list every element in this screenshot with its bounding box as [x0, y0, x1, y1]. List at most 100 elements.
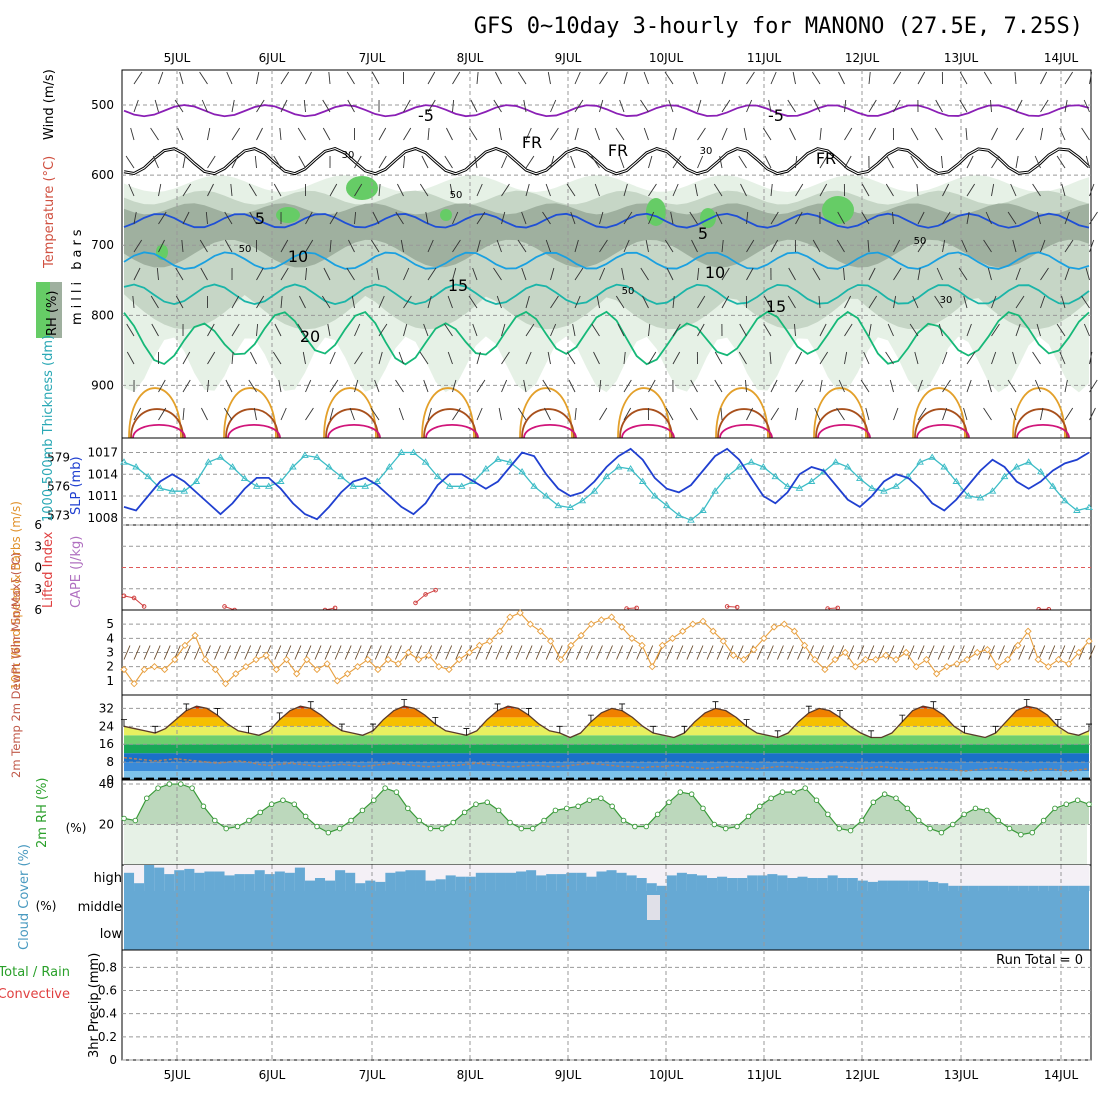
rh2m-point-25	[405, 805, 411, 812]
barb-2-17	[550, 127, 559, 141]
barb-8-12	[427, 295, 432, 309]
rh2m-point-78	[1006, 825, 1013, 832]
barb-1-11	[403, 99, 411, 113]
barb-2-7	[297, 127, 306, 141]
contour-label-6: 5	[698, 224, 708, 243]
wind10m-barb-31	[435, 645, 443, 660]
cloud-high-bar-24	[365, 880, 376, 891]
thickness-point-79	[1073, 506, 1081, 513]
cloud-high-bar-73	[857, 880, 869, 891]
barb-5-4	[224, 211, 233, 225]
upper-air-panel: -5 -5 FR FR FR 5 5 10 10 15 15 20 30 30 30 50 50 50 50 500…	[36, 69, 1098, 439]
li-point-3-0	[413, 600, 418, 606]
wind10m-barb-60	[726, 645, 734, 660]
barb-7-39	[1085, 267, 1090, 281]
li-tick-2: 0	[34, 561, 42, 575]
barb-7-2	[175, 267, 184, 281]
wind10m-barb-80	[927, 645, 935, 660]
li-tick-4: 6	[34, 603, 42, 617]
barb-9-19	[591, 323, 600, 337]
thickness-point-76	[1036, 467, 1045, 475]
barb-0-34	[959, 71, 968, 85]
barb-3-24	[719, 155, 723, 169]
cloud-panel: high middle low (%) Cloud Cover (%)	[17, 844, 1092, 951]
barb-5-34	[966, 211, 970, 225]
wind10m-point-45	[577, 631, 585, 640]
cloud-high-bar-82	[948, 885, 959, 891]
wind10m-point-21	[333, 677, 341, 685]
barb-12-29	[836, 407, 845, 421]
barb-7-29	[843, 267, 845, 281]
rh-blob-0	[346, 176, 378, 200]
barb-4-18	[566, 183, 576, 197]
wind10m-barb-58	[706, 645, 714, 660]
thickness-point-18	[337, 472, 345, 480]
barb-2-10	[378, 127, 387, 141]
temp-band-5	[124, 726, 1089, 736]
thickness-point-71	[976, 494, 985, 501]
wind10m-point-83	[963, 655, 971, 664]
rh2m-point-28	[439, 825, 445, 832]
cloud-high-bar-2	[144, 865, 155, 891]
cloud-high-bg-18	[304, 865, 316, 891]
warm-contour-1-1	[225, 408, 279, 439]
barb-0-27	[792, 71, 796, 85]
barb-1-18	[574, 99, 584, 113]
barb-3-21	[648, 155, 653, 169]
wind10m-barb-46	[585, 645, 593, 660]
barb-12-7	[305, 407, 314, 421]
thickness-point-57	[807, 477, 816, 484]
barb-11-4	[225, 379, 233, 393]
barb-8-21	[642, 295, 649, 309]
cloud-high-bar-95	[1078, 885, 1090, 891]
thickness-point-4	[168, 487, 177, 494]
rh2m-point-9	[223, 825, 229, 832]
barb-6-39	[1089, 239, 1095, 253]
wind10m-barb-33	[455, 645, 463, 660]
wind10m-point-64	[770, 623, 778, 631]
temp-band-4	[124, 735, 1089, 745]
barb-4-35	[991, 183, 995, 197]
wind10m-barb-12	[244, 645, 252, 660]
cape-li-panel: 6 3 0 3 6 Lifted Index CAPE (J/kg)	[34, 518, 1092, 617]
contour-label-1: -5	[768, 106, 784, 125]
li-point-0-2	[141, 604, 147, 609]
barb-11-2	[182, 379, 191, 393]
barb-2-22	[672, 127, 677, 141]
barb-4-22	[672, 183, 679, 197]
barb-5-18	[570, 211, 576, 225]
barb-2-28	[819, 127, 822, 141]
barb-12-30	[865, 407, 870, 421]
barb-9-25	[739, 323, 747, 337]
barb-4-37	[1032, 183, 1041, 197]
wind10m-barb-41	[535, 645, 543, 660]
barb-7-30	[868, 267, 876, 281]
thickness-point-42	[626, 465, 635, 472]
warm-contour-1-7	[815, 408, 869, 439]
li-ylabel: Lifted Index	[41, 531, 56, 608]
barb-5-0	[133, 211, 137, 225]
barb-1-1	[154, 99, 159, 113]
li-point-0-0	[121, 593, 127, 599]
barb-12-6	[280, 407, 287, 421]
barb-9-35	[991, 323, 1000, 337]
barb-5-10	[372, 211, 380, 225]
barb-3-29	[844, 155, 852, 169]
barb-10-30	[863, 351, 870, 365]
warm-contour-2-4	[523, 423, 577, 439]
barb-1-2	[174, 99, 184, 113]
wind10m-barb-68	[807, 645, 814, 660]
barb-5-23	[689, 211, 698, 225]
warm-contour-1-9	[1014, 408, 1068, 439]
wind10m-point-6	[181, 641, 189, 650]
wind10m-barb-63	[756, 645, 764, 660]
barb-0-1	[158, 71, 164, 85]
rh2m-point-36	[529, 825, 536, 832]
rh2m-point-48	[666, 799, 672, 806]
wind10m-point-9	[211, 665, 220, 674]
rh2m-point-39	[564, 805, 570, 812]
wind10m-point-10	[221, 680, 230, 688]
rh2m-point-53	[722, 825, 729, 832]
thickness-point-66	[916, 458, 924, 465]
barb-7-13	[452, 267, 457, 281]
